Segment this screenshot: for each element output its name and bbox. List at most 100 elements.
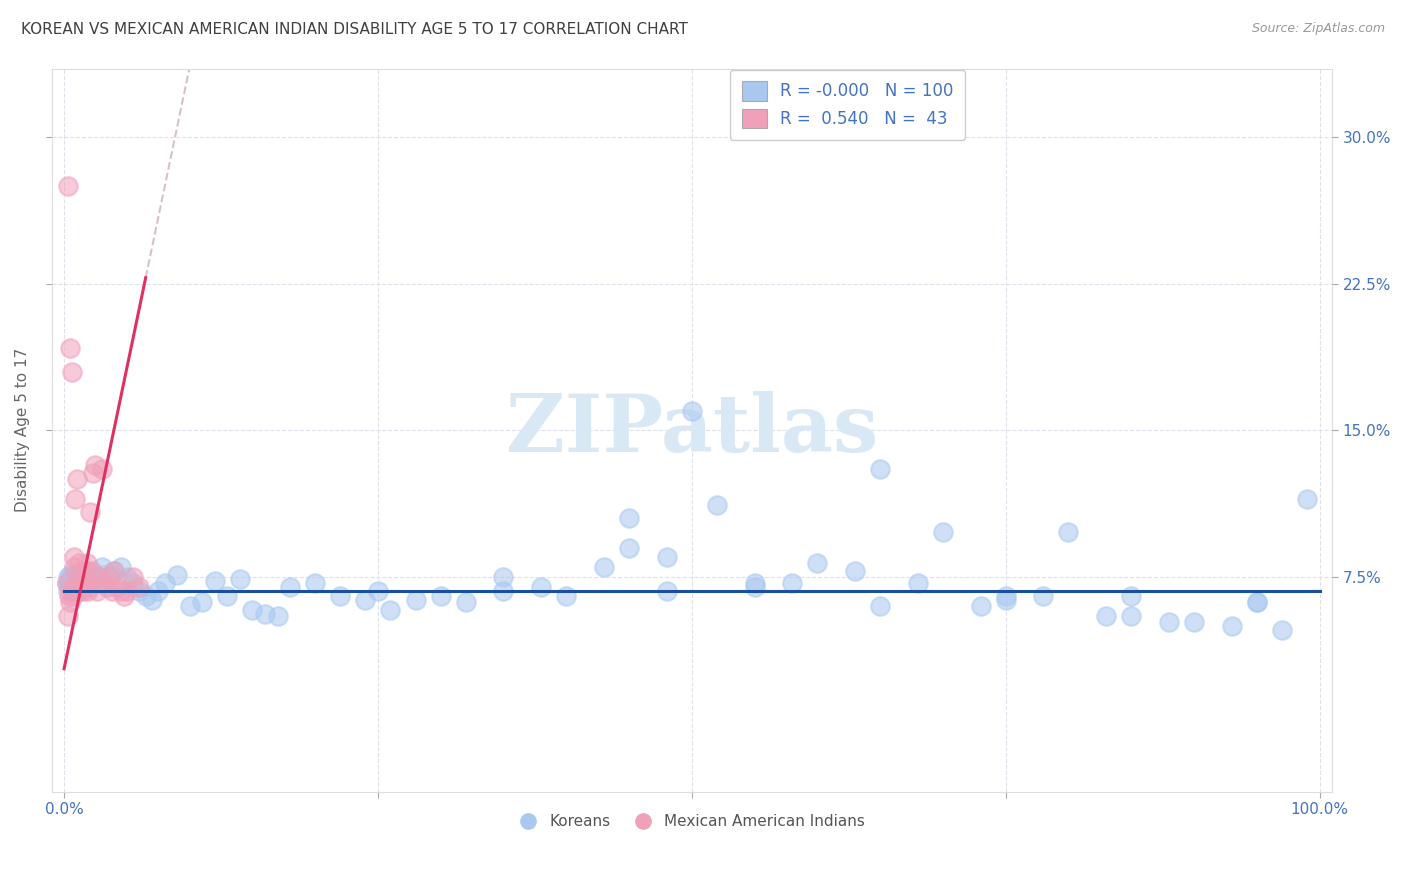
Point [77,570,100,584]
Point [229,572,252,586]
Point [744,575,766,590]
Point [1157,615,1180,629]
Point [77,583,100,598]
Point [103,564,125,578]
Point [87,570,110,584]
Point [681,403,703,417]
Point [103,564,125,578]
Point [97,572,120,586]
Point [72,570,94,584]
Point [367,583,389,598]
Point [86,583,108,598]
Point [105,580,128,594]
Point [101,583,124,598]
Point [706,498,728,512]
Point [65,580,87,594]
Point [405,593,427,607]
Point [66,574,89,588]
Point [66,577,89,591]
Point [58,574,80,588]
Point [122,575,145,590]
Point [153,575,176,590]
Point [62,568,84,582]
Point [1246,595,1268,609]
Point [994,590,1017,604]
Point [63,583,86,598]
Text: Source: ZipAtlas.com: Source: ZipAtlas.com [1251,22,1385,36]
Point [63,570,86,584]
Point [191,595,214,609]
Point [72,583,94,598]
Point [58,580,80,594]
Point [304,575,326,590]
Point [62,590,84,604]
Point [128,580,150,594]
Point [869,599,891,614]
Point [1032,590,1054,604]
Point [96,580,118,594]
Point [66,583,89,598]
Point [59,595,82,609]
Point [329,590,352,604]
Point [60,582,83,596]
Point [59,341,82,355]
Point [60,575,83,590]
Point [79,505,101,519]
Point [204,574,226,588]
Point [806,556,828,570]
Point [1182,615,1205,629]
Point [869,462,891,476]
Legend: Koreans, Mexican American Indians: Koreans, Mexican American Indians [513,808,870,835]
Point [63,550,86,565]
Point [82,467,104,481]
Point [84,458,107,473]
Point [593,560,616,574]
Point [69,583,91,598]
Point [617,511,640,525]
Point [55,575,77,590]
Point [492,570,515,584]
Point [907,575,929,590]
Point [70,574,93,588]
Point [128,583,150,598]
Point [66,472,89,486]
Point [1121,609,1143,624]
Point [492,583,515,598]
Point [1296,491,1319,506]
Point [266,609,288,624]
Point [932,524,955,539]
Point [59,568,82,582]
Point [148,583,170,598]
Point [56,609,79,624]
Point [76,564,98,578]
Point [62,574,84,588]
Point [65,572,87,586]
Point [60,583,83,598]
Point [1057,524,1080,539]
Point [115,583,138,598]
Point [1246,595,1268,609]
Point [63,560,86,574]
Point [84,568,107,582]
Point [122,570,145,584]
Point [69,568,91,582]
Point [115,570,138,584]
Point [63,575,86,590]
Point [354,593,377,607]
Point [59,572,82,586]
Point [93,568,115,582]
Point [77,580,100,594]
Point [141,593,163,607]
Point [780,575,803,590]
Point [844,564,866,578]
Point [617,541,640,555]
Point [429,590,451,604]
Point [67,556,90,570]
Point [90,462,112,476]
Point [135,590,157,604]
Point [73,575,96,590]
Point [278,580,301,594]
Point [55,575,77,590]
Point [454,595,477,609]
Point [60,365,83,379]
